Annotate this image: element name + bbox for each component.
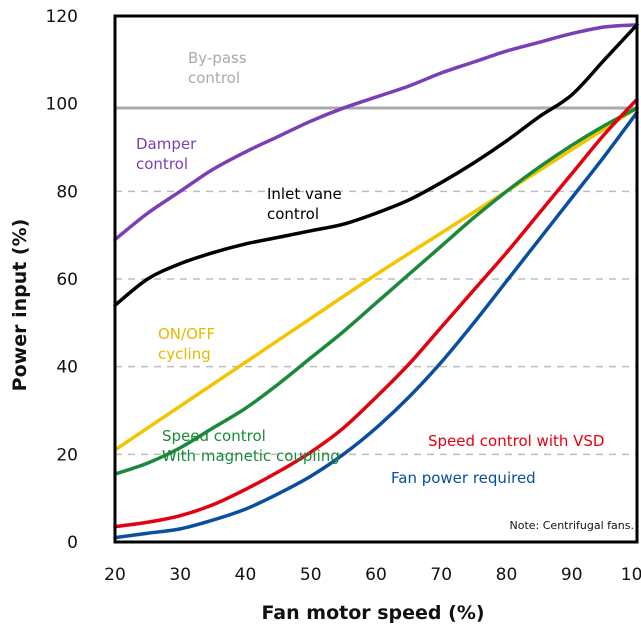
- series-line-vsd: [113, 97, 639, 529]
- grid-lines: [115, 190, 637, 456]
- series-label-vsd: Speed control with VSD: [428, 432, 604, 450]
- x-tick-label: 80: [496, 565, 518, 585]
- x-axis-title: Fan motor speed (%): [261, 602, 484, 624]
- y-tick-label: 0: [67, 533, 78, 553]
- x-tick-label: 30: [169, 565, 191, 585]
- plot-frame: [113, 14, 639, 544]
- series-line-fan-power: [113, 110, 639, 540]
- x-tick-label: 50: [300, 565, 322, 585]
- y-tick-labels: 0 20 40 60 80 100 120: [46, 7, 78, 553]
- x-tick-label: 70: [430, 565, 452, 585]
- y-axis-title: Power input (%): [9, 219, 31, 392]
- series-label-magnetic-coupling: Speed control With magnetic coupling: [162, 427, 340, 465]
- series-label-onoff: ON/OFF cycling: [158, 325, 215, 363]
- x-tick-label: 40: [235, 565, 257, 585]
- x-tick-label: 20: [104, 565, 126, 585]
- series-line-magnetic-coupling: [113, 106, 639, 476]
- series-line-damper: [113, 23, 639, 242]
- x-tick-label: 90: [561, 565, 583, 585]
- series-line-inlet-vane: [113, 23, 639, 308]
- series-label-fan-power: Fan power required: [391, 469, 536, 487]
- x-tick-label: 60: [365, 565, 387, 585]
- x-tick-labels: 20 30 40 50 60 70 80 90 100: [104, 565, 641, 585]
- series-labels: By-pass control Damper control Inlet vane con…: [136, 49, 604, 487]
- series-lines: [113, 23, 639, 540]
- y-tick-label: 100: [46, 95, 78, 115]
- y-tick-label: 60: [56, 270, 78, 290]
- series-label-bypass: By-pass control: [188, 49, 247, 87]
- x-tick-label: 100: [621, 565, 641, 585]
- series-label-damper: Damper control: [136, 135, 197, 173]
- y-tick-label: 80: [56, 182, 78, 202]
- y-tick-label: 20: [56, 445, 78, 465]
- y-tick-label: 120: [46, 7, 78, 27]
- chart-note: Note: Centrifugal fans.: [510, 519, 635, 532]
- series-label-inlet-vane: Inlet vane control: [267, 185, 342, 223]
- series-line-onoff: [113, 106, 639, 452]
- y-tick-label: 40: [56, 358, 78, 378]
